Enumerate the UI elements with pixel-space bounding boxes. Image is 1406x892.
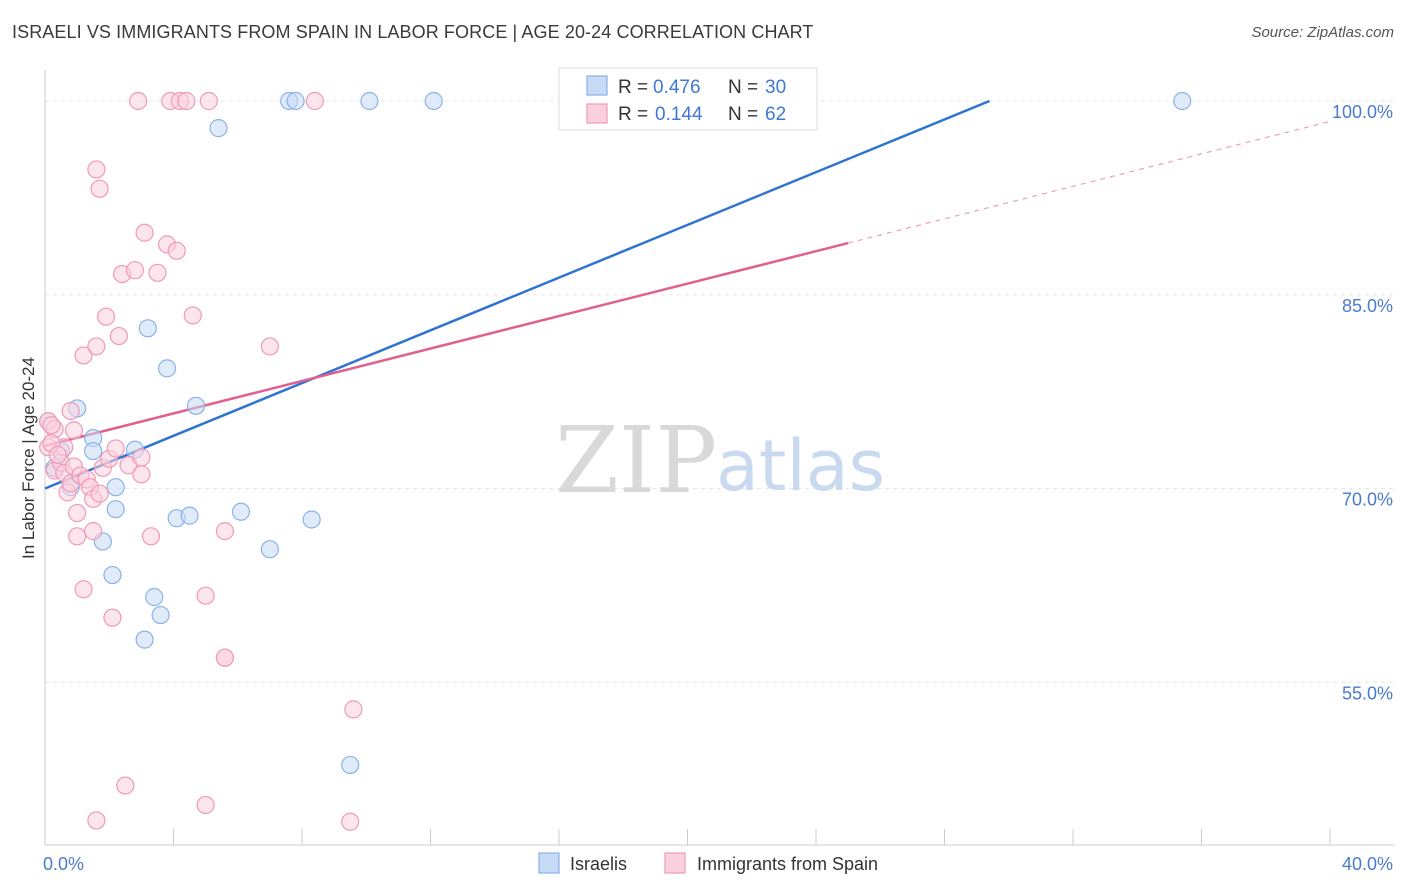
point-israelis [424,91,443,111]
y-axis-label: In Labor Force | Age 20-24 [19,357,38,559]
point-israelis [135,630,154,649]
point-spain [132,465,151,484]
point-israelis [84,441,103,461]
point-spain [74,346,93,365]
point-spain [61,401,80,421]
point-israelis [186,396,206,415]
legend-r-label-2: R = [618,104,648,125]
point-spain [141,527,161,546]
legend-n-label-2: N = [728,104,758,125]
point-spain [87,160,106,179]
point-spain [125,261,145,280]
point-spain [68,527,87,546]
point-israelis [286,91,305,111]
legend-bottom-swatch-israelis [538,852,560,874]
point-israelis [231,502,251,521]
point-spain [116,776,135,795]
legend-r-value-1: 0.476 [653,77,701,98]
point-israelis [180,506,199,525]
legend-n-value-2: 62 [765,104,786,125]
point-spain [199,91,218,111]
legend-n-value-1: 30 [765,77,786,98]
legend-r-label-1: R = [618,77,648,98]
point-israelis [138,319,157,338]
point-spain [341,812,360,831]
point-spain [74,580,93,599]
point-spain [344,700,363,719]
chart-source: Source: ZipAtlas.com [1251,24,1394,41]
point-spain [215,648,234,667]
point-spain [260,337,279,356]
y-tick-label: 85.0% [1342,296,1393,316]
point-spain [90,179,109,198]
legend-bottom-swatch-spain [664,852,686,874]
watermark-atlas: atlas [716,425,885,507]
legend-swatch-israelis [586,75,608,96]
point-spain [87,337,106,356]
point-spain [132,448,151,467]
point-spain [103,608,122,627]
point-spain [167,241,186,260]
point-israelis [360,91,379,111]
point-spain [90,484,109,503]
point-spain [129,91,148,111]
point-israelis [157,359,177,378]
point-spain [64,421,84,440]
point-israelis [106,500,125,519]
watermark-zip: ZIP [555,407,717,514]
point-israelis [209,119,228,138]
point-spain [215,522,234,541]
point-spain [42,416,61,435]
point-spain [68,503,87,523]
point-israelis [341,755,360,775]
grid-layer [45,100,1395,683]
point-spain [87,811,106,830]
legend-n-label-1: N = [728,77,758,98]
points-layer [39,91,1192,831]
point-spain [84,522,103,541]
point-spain [183,306,202,325]
point-spain [48,445,67,465]
point-israelis [302,510,321,529]
trend-layer [44,99,1331,490]
y-tick-label: 55.0% [1342,683,1393,703]
x-tick-label: 40.0% [1342,854,1393,874]
point-israelis [145,587,164,607]
point-spain [177,91,196,111]
axis-layer: 55.0% 70.0% 85.0% 100.0% 0.0% 40.0% [43,70,1395,874]
point-israelis [106,478,125,497]
x-tick-label: 0.0% [43,854,84,874]
point-spain [148,263,167,282]
chart-title: ISRAELI VS IMMIGRANTS FROM SPAIN IN LABO… [12,22,814,42]
point-israelis [260,540,279,559]
point-spain [135,223,154,242]
point-israelis [103,565,122,585]
legend-r-value-2: 0.144 [655,104,703,125]
point-spain [109,326,128,346]
point-spain [196,795,215,815]
point-israelis [151,605,170,625]
trendline-israelis [44,99,990,490]
trendline-spain [44,241,849,448]
point-spain [106,439,125,458]
point-spain [96,307,116,326]
y-tick-label: 100.0% [1332,102,1393,122]
trendline-spain-extension [847,120,1331,244]
legend-bottom-label-spain: Immigrants from Spain [697,854,878,874]
y-tick-label: 70.0% [1342,490,1393,510]
legend-bottom: Israelis Immigrants from Spain [538,852,878,874]
point-israelis [1173,91,1192,111]
point-spain [196,586,215,605]
legend-top: R = 0.476 N = 30 R = 0.144 N = 62 [558,67,818,131]
point-spain [305,91,324,111]
legend-swatch-spain [586,103,608,124]
legend-bottom-label-israelis: Israelis [570,854,627,874]
